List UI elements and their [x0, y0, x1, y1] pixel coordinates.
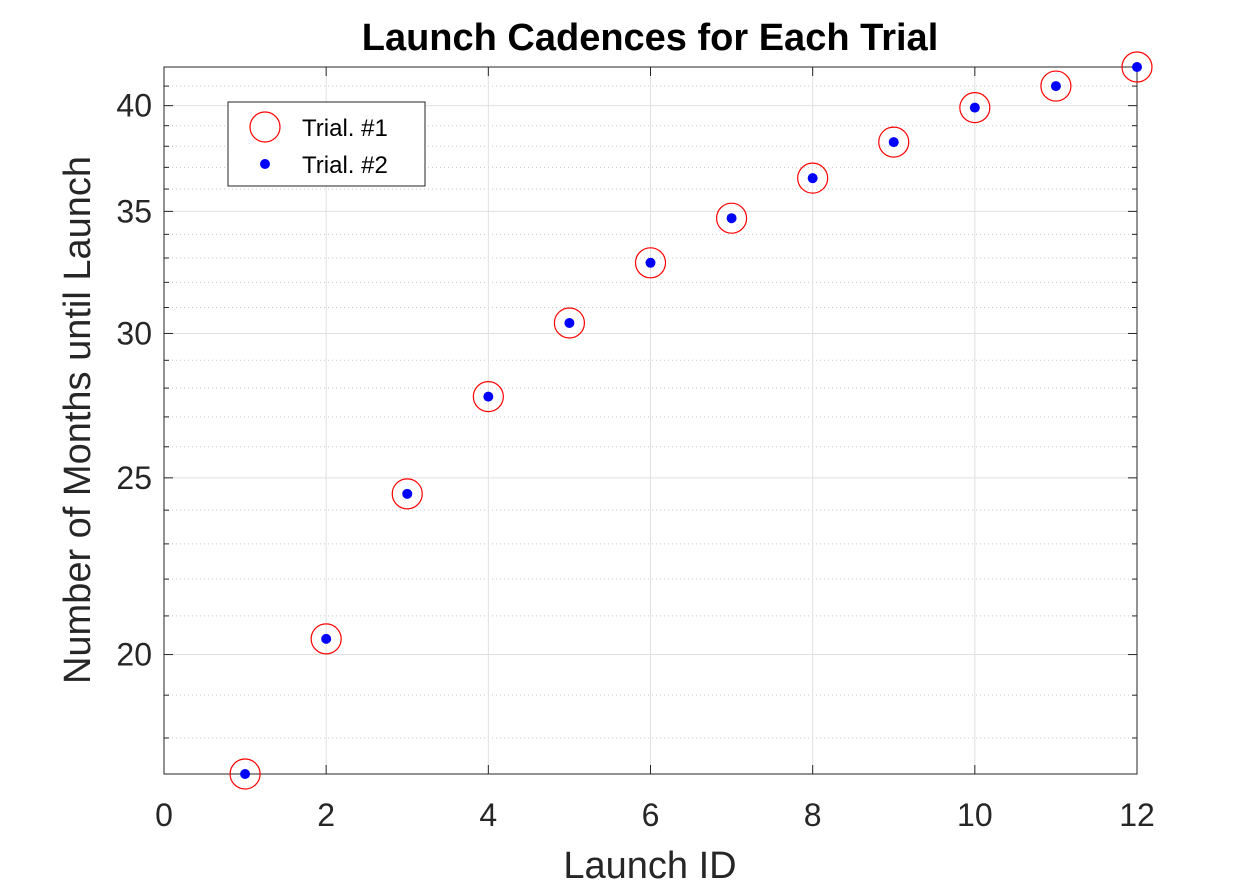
x-tick-label: 4: [479, 797, 497, 833]
data-point-trial-2: [240, 769, 251, 779]
y-tick-label: 25: [116, 460, 152, 496]
x-tick-label: 8: [804, 797, 822, 833]
x-tick-label: 6: [642, 797, 660, 833]
legend: Trial. #1 Trial. #2: [227, 101, 426, 187]
x-tick-label: 12: [1119, 797, 1155, 833]
x-tick-label: 10: [957, 797, 993, 833]
data-point-trial-2: [807, 173, 818, 184]
data-point-trial-1: [310, 623, 342, 655]
data-point-trial-2: [1132, 62, 1142, 72]
x-axis-label: Launch ID: [563, 845, 736, 887]
x-tick-label: 2: [317, 797, 335, 833]
data-point-trial-2: [402, 488, 413, 499]
data-point-trial-1: [959, 92, 991, 124]
data-point-trial-2: [969, 102, 980, 113]
data-point-trial-2: [321, 633, 332, 644]
data-point-trial-1: [1121, 51, 1153, 83]
y-tick-label: 20: [116, 637, 152, 673]
data-point-trial-2: [888, 137, 899, 148]
legend-marker-trial-1: [249, 111, 281, 143]
y-tick-label: 35: [116, 193, 152, 229]
data-point-trial-1: [715, 202, 748, 234]
x-tick-label: 0: [155, 797, 173, 833]
data-point-trial-2: [483, 391, 494, 402]
data-point-trial-1: [472, 381, 504, 413]
chart-title: Launch Cadences for Each Trial: [362, 17, 939, 59]
ticks: 0 2 4 6 8 10 12 20 25 30 35 40: [116, 66, 1155, 833]
legend-label-trial-2: Trial. #2: [302, 152, 388, 179]
data-point-trial-1: [878, 126, 910, 158]
data-point-trial-1: [553, 307, 586, 339]
data-point-trial-1: [391, 478, 423, 510]
legend-box: [227, 101, 426, 187]
data-point-trial-2: [1050, 81, 1061, 92]
data-point-trial-2: [564, 317, 575, 328]
y-tick-label: 40: [116, 88, 152, 124]
data-point-trial-1: [797, 162, 829, 194]
legend-label-trial-1: Trial. #1: [302, 115, 388, 142]
data-point-trial-1: [1040, 70, 1072, 102]
y-tick-label: 30: [116, 315, 152, 351]
data-marks: [229, 51, 1153, 790]
y-axis-label: Number of Months until Launch: [57, 156, 99, 684]
legend-marker-trial-2: [260, 159, 270, 169]
data-point-trial-2: [645, 257, 656, 268]
data-point-trial-1: [634, 247, 667, 279]
data-point-trial-2: [726, 213, 737, 224]
data-point-trial-1: [229, 758, 261, 790]
